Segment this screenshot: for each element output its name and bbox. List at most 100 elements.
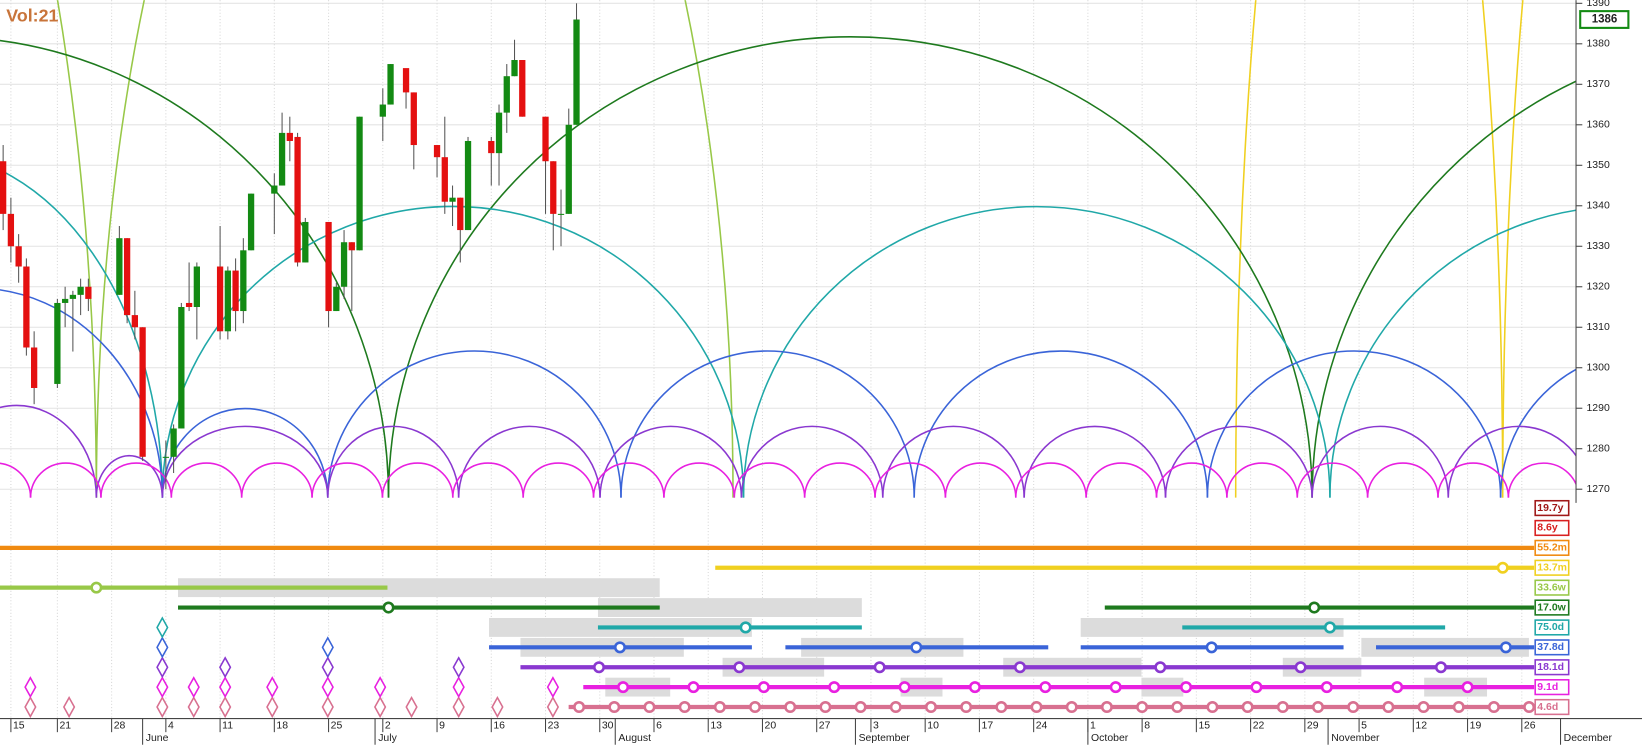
cycle-node — [382, 601, 395, 614]
cycle-label-box — [1534, 698, 1570, 716]
cycle-label: 13.7m — [1537, 563, 1567, 574]
x-tick-label: 6 — [656, 721, 662, 732]
y-tick-label: 1390 — [1586, 0, 1609, 9]
cycle-arc — [1226, 462, 1299, 498]
candle-body — [54, 302, 61, 384]
candle-body — [131, 315, 139, 328]
x-tick-label: 5 — [1361, 721, 1367, 732]
cycle-node — [1487, 701, 1500, 714]
cycle-arc — [803, 462, 876, 498]
cycle-label: 33.6w — [1537, 582, 1566, 593]
diamond — [546, 676, 560, 699]
candle-body — [348, 242, 355, 251]
cycle-arc — [452, 462, 524, 498]
candle-body — [30, 347, 38, 388]
cycle-node — [1434, 661, 1447, 674]
cycle-arc — [95, 455, 164, 498]
candle-body — [488, 140, 495, 154]
cycle-arc — [161, 407, 329, 498]
cycle-arc — [1311, 80, 1577, 498]
cycle-node — [739, 621, 752, 634]
cycle-node — [643, 701, 656, 714]
x-tick-label: 13 — [710, 721, 722, 732]
y-tick-label: 1370 — [1586, 79, 1609, 90]
cycle-arc — [56, 0, 98, 498]
candle-body — [240, 250, 247, 312]
cycle-label-box — [1534, 599, 1570, 616]
cycle-node — [573, 701, 586, 714]
diamond — [266, 695, 279, 719]
candle-body — [77, 286, 84, 295]
cycle-arc — [1501, 0, 1524, 498]
cycle-node — [1065, 701, 1078, 714]
candle-body — [410, 92, 417, 146]
cycle-node — [608, 701, 621, 714]
y-tick-label: 1360 — [1586, 120, 1609, 131]
candle-body — [193, 266, 200, 308]
x-tick-label: 24 — [1036, 721, 1048, 732]
cycle-node — [1461, 681, 1474, 694]
cycle-node — [1294, 661, 1307, 674]
cycle-arc — [1023, 425, 1167, 498]
cycle-label-box — [1534, 619, 1570, 636]
x-tick-label: 12 — [1415, 721, 1427, 732]
diamond — [187, 695, 200, 719]
candle-body — [271, 185, 278, 194]
cycle-node — [678, 701, 691, 714]
candle-body — [162, 456, 169, 458]
y-tick-label: 1350 — [1586, 160, 1609, 171]
diamond — [452, 695, 465, 719]
cycle-window — [597, 598, 862, 617]
cycle-node — [1496, 561, 1509, 574]
diamond — [156, 676, 169, 699]
cycle-label-box — [1534, 539, 1570, 556]
cycle-node — [1320, 681, 1333, 694]
cycle-arc — [1447, 425, 1577, 498]
candle-body — [232, 270, 239, 312]
last-price-box — [1579, 10, 1630, 29]
cycle-node — [1100, 701, 1113, 714]
candle-body — [457, 197, 464, 231]
cycle-node — [1382, 701, 1395, 714]
candle-body — [286, 132, 293, 141]
cycle-window — [178, 578, 660, 598]
candle-body — [178, 307, 185, 429]
diamond — [156, 695, 169, 719]
month-label: November — [1331, 733, 1380, 744]
x-tick-label: 1 — [1090, 721, 1096, 732]
y-tick-label: 1270 — [1586, 484, 1609, 495]
cycle-arc — [599, 425, 743, 498]
diamond — [452, 676, 465, 699]
candle-body — [433, 145, 441, 158]
cycle-label-box — [1534, 639, 1570, 656]
candle-body — [387, 64, 394, 105]
cycle-arc — [522, 462, 595, 498]
cycle-label-box — [1534, 679, 1570, 696]
cycle-node — [713, 701, 726, 714]
cycle-node — [1205, 641, 1218, 654]
cycle-arc — [1507, 462, 1577, 498]
cycle-arc — [381, 462, 454, 498]
cycle-label-box — [1534, 499, 1570, 517]
cycle-arc — [620, 350, 915, 498]
diamond — [266, 676, 279, 699]
cycle-node — [749, 701, 762, 714]
cycle-node — [613, 641, 626, 654]
cycle-node — [1323, 621, 1336, 634]
cycle-arc — [944, 462, 1017, 498]
cycle-node — [1180, 681, 1193, 694]
cycle-node — [90, 581, 103, 594]
candle-body — [123, 238, 131, 316]
x-tick-label: 16 — [493, 721, 505, 732]
diamond — [219, 695, 232, 719]
chart-title: Vol:21 — [6, 6, 58, 26]
cycle-arc — [1499, 368, 1577, 498]
cycle-node — [1308, 601, 1321, 614]
x-tick-label: 17 — [982, 721, 994, 732]
candle-body — [302, 221, 309, 263]
candle-body — [464, 140, 472, 231]
cycle-arc — [592, 462, 665, 498]
cycle-node — [757, 681, 770, 694]
cycle-node — [1452, 701, 1465, 714]
